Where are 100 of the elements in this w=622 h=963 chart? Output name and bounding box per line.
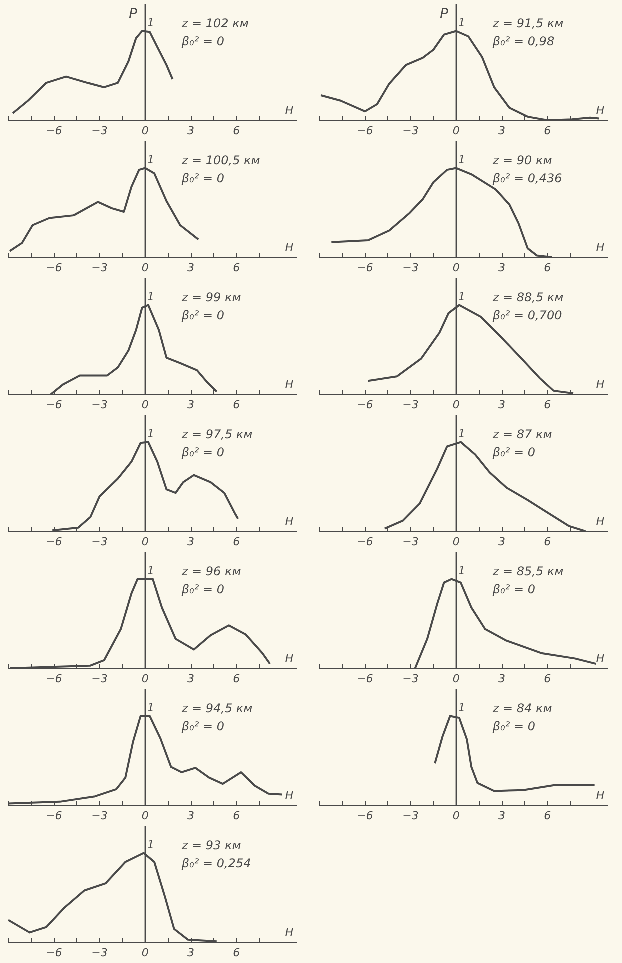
chart-title: z = 96 км [180,564,242,578]
x-tick-label: −6 [46,124,62,138]
text: 1 [147,564,154,578]
chart-title: z = 94,5 км [180,702,253,716]
x-tick-label: 6 [233,672,240,686]
chart-title: z = 87 км [492,428,552,442]
chart-title: z = 84 км [492,702,552,716]
chart-title: z = 100,5 км [180,154,260,168]
text: 1 [147,154,154,166]
x-tick-label: 3 [188,536,195,548]
x-tick-label: −6 [357,672,374,686]
text: 1 [458,290,466,304]
x-tick-label: −3 [402,262,419,274]
x-tick-label: −6 [46,536,62,548]
chart-title: z = 91,5 км [492,16,564,30]
x-tick-label: −3 [402,536,419,548]
chart-subtitle: β₀² = 0,254 [180,856,252,870]
x-axis-title: H [596,242,605,254]
text: 1 [147,290,154,304]
x-tick-label: −6 [357,398,374,412]
text: 1 [147,428,154,440]
x-tick-label: −3 [92,124,108,138]
x-tick-label: 0 [452,398,460,412]
x-tick-label: −6 [46,262,62,274]
text: 1 [458,564,466,578]
x-tick-label: −6 [357,536,374,548]
x-tick-label: 3 [498,672,506,686]
x-tick-label: −3 [92,262,108,274]
x-tick-label: 3 [188,262,195,274]
x-tick-label: 6 [233,536,240,548]
x-tick-label: 0 [142,810,149,822]
x-tick-label: −3 [92,946,108,960]
x-axis-title: H [285,516,294,528]
x-tick-label: −3 [92,398,108,412]
text: 1 [458,154,466,166]
chart-title: z = 99 км [180,290,242,304]
chart-title: z = 97,5 км [180,428,253,442]
x-tick-label: 6 [544,536,552,548]
x-tick-label: 6 [233,124,240,138]
x-axis-title: H [596,104,605,118]
x-tick-label: 0 [142,672,149,686]
x-tick-label: −6 [46,672,62,686]
x-tick-label: 0 [452,536,460,548]
chart-title: z = 102 км [180,16,249,30]
x-tick-label: −3 [92,536,108,548]
x-tick-label: 6 [544,672,552,686]
x-tick-label: 3 [188,398,195,412]
chart-subtitle: β₀² = 0 [180,446,225,460]
x-tick-label: 3 [498,536,506,548]
x-tick-label: −3 [402,672,419,686]
chart-subtitle: β₀² = 0 [180,308,225,322]
x-tick-label: 6 [544,398,552,412]
chart-title: z = 93 км [180,838,242,852]
chart-subtitle: β₀² = 0 [492,446,536,460]
x-axis-title: H [596,516,605,528]
x-tick-label: −3 [92,810,108,822]
x-axis-title: H [596,378,605,392]
x-tick-label: −6 [357,810,374,822]
x-tick-label: 3 [498,262,506,274]
y-axis-title: P [440,6,449,22]
x-tick-label: 0 [452,262,460,274]
text: 1 [147,838,154,852]
chart-subtitle: β₀² = 0 [180,172,225,186]
x-axis-title: H [285,242,294,254]
x-tick-label: 0 [142,124,149,138]
chart-subtitle: β₀² = 0 [180,720,225,734]
x-axis-title: H [285,652,294,666]
x-axis-title: H [596,652,605,666]
chart-title: z = 85,5 км [492,564,564,578]
text: 1 [458,16,466,30]
x-tick-label: 3 [188,810,195,822]
x-tick-label: 0 [142,398,149,412]
text: 1 [458,702,466,714]
text: 1 [458,428,466,440]
x-tick-label: 6 [233,946,240,960]
x-axis-title: H [285,790,294,802]
chart-subtitle: β₀² = 0,98 [492,34,555,48]
x-tick-label: 3 [498,398,506,412]
x-tick-label: −6 [357,262,374,274]
x-tick-label: 3 [188,672,195,686]
chart-subtitle: β₀² = 0 [492,720,536,734]
x-tick-label: 0 [142,536,149,548]
x-tick-label: 3 [498,124,506,138]
x-tick-label: 6 [544,262,552,274]
x-tick-label: 3 [498,810,506,822]
text: 1 [147,16,154,30]
x-tick-label: 6 [544,810,552,822]
x-axis-title: H [596,790,605,802]
x-tick-label: 3 [188,124,195,138]
x-tick-label: −6 [357,124,374,138]
x-tick-label: 6 [233,262,240,274]
chart-subtitle: β₀² = 0,700 [492,308,563,322]
x-tick-label: 0 [452,124,460,138]
x-tick-label: 0 [142,262,149,274]
chart-subtitle: β₀² = 0 [180,582,225,596]
x-tick-label: 3 [188,946,195,960]
x-tick-label: 0 [142,946,149,960]
x-tick-label: 6 [233,810,240,822]
x-tick-label: −3 [402,124,419,138]
x-tick-label: −6 [46,946,62,960]
